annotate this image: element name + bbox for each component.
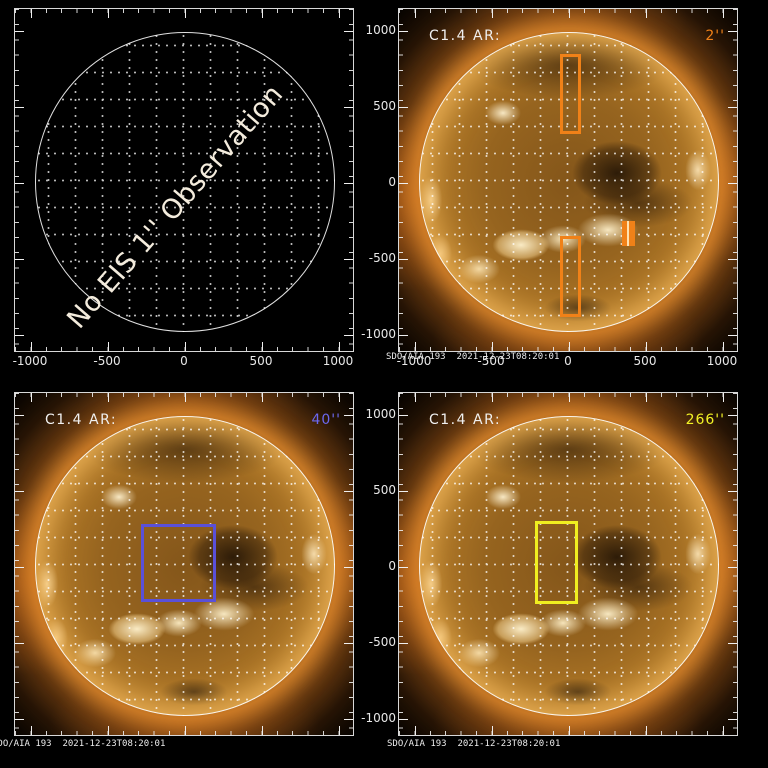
fov-box-raster-south	[560, 236, 581, 317]
plot-frame: C1.4 AR: 266''	[398, 392, 738, 736]
y-tick-label: 500	[373, 99, 396, 113]
image-timestamp: SDO/AIA 193 2021-12-23T08:20:01	[387, 739, 561, 749]
x-tick-label: 1000	[706, 354, 738, 368]
y-tick-label: 0	[388, 175, 396, 189]
y-tick-label: -1000	[361, 327, 396, 341]
solar-limb-circle	[35, 32, 335, 332]
x-tick-label: -500	[477, 354, 505, 368]
fov-box-raster-north	[560, 54, 581, 134]
panel-title: C1.4 AR:	[429, 412, 502, 428]
panel-title: C1.4 AR:	[45, 412, 118, 428]
y-tick-label: -500	[368, 635, 396, 649]
y-tick-label: 1000	[365, 23, 396, 37]
x-tick-label: -1000	[12, 354, 48, 368]
fov-box-slit-marker	[622, 221, 635, 246]
x-tick-label: 1000	[322, 354, 354, 368]
y-tick-label: 500	[373, 483, 396, 497]
plot-frame: C1.4 AR: 40''	[14, 392, 354, 736]
fov-box-266arcsec	[535, 521, 578, 604]
panel-eis-1arcsec: No EIS 1'' Observation -1000 -500 0 500 …	[0, 0, 384, 384]
y-tick-label: -500	[368, 251, 396, 265]
slit-width-label: 266''	[685, 412, 725, 428]
panel-eis-40arcsec: C1.4 AR: 40'' SDO/AIA 193 2021-12-23T08:…	[0, 384, 384, 768]
panel-eis-2arcsec: C1.4 AR: 2'' 1000 500 0 -500 -1000 -1000…	[361, 0, 768, 384]
image-timestamp: SDO/AIA 193 2021-12-23T08:20:01	[0, 739, 166, 749]
fov-box-40arcsec	[141, 524, 216, 602]
x-tick-label: 500	[249, 354, 273, 368]
image-timestamp: SDO/AIA 193 2021-12-23T08:20:01	[386, 352, 560, 362]
plot-frame: C1.4 AR: 2''	[398, 8, 738, 352]
slit-width-label: 2''	[705, 28, 725, 44]
y-tick-label: 0	[388, 559, 396, 573]
solar-limb-circle	[419, 32, 719, 332]
y-tick-label: -1000	[361, 711, 396, 725]
y-tick-label: 1000	[365, 407, 396, 421]
x-tick-label: 500	[633, 354, 657, 368]
plot-frame: No EIS 1'' Observation	[14, 8, 354, 352]
slit-width-label: 40''	[311, 412, 341, 428]
x-tick-label: 0	[564, 354, 572, 368]
x-tick-label: -1000	[396, 354, 432, 368]
panel-title: C1.4 AR:	[429, 28, 502, 44]
x-tick-label: 0	[180, 354, 188, 368]
solar-limb-circle	[419, 416, 719, 716]
solar-limb-circle	[35, 416, 335, 716]
x-tick-label: -500	[93, 354, 121, 368]
panel-eis-266arcsec: C1.4 AR: 266'' 1000 500 0 -500 -1000 SDO…	[361, 384, 768, 768]
